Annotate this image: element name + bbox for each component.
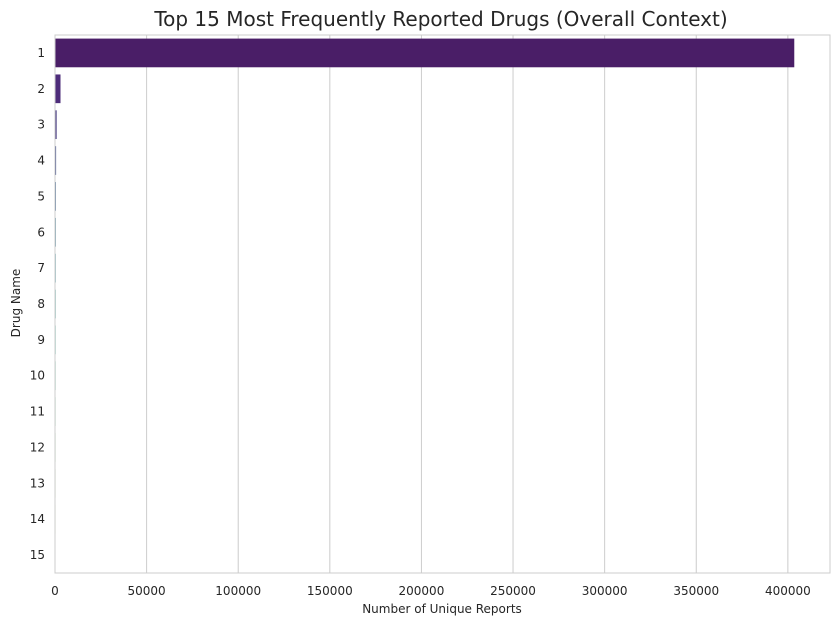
plot-frame <box>54 34 831 574</box>
x-tick-label: 200000 <box>399 584 445 598</box>
y-tick-label: 13 <box>30 476 45 490</box>
chart-title: Top 15 Most Frequently Reported Drugs (O… <box>153 7 727 31</box>
bar <box>55 38 795 68</box>
x-tick-label: 50000 <box>128 584 166 598</box>
y-tick-label: 2 <box>37 82 45 96</box>
x-tick-label: 250000 <box>490 584 536 598</box>
y-tick-label: 12 <box>30 440 45 454</box>
bar <box>55 146 57 175</box>
x-tick-label: 0 <box>51 584 59 598</box>
y-tick-label: 8 <box>37 297 45 311</box>
x-tick-label: 350000 <box>673 584 719 598</box>
x-tick-label: 400000 <box>765 584 811 598</box>
y-tick-label: 14 <box>30 512 45 526</box>
bars <box>55 38 795 570</box>
y-tick-label: 7 <box>37 261 45 275</box>
grid-lines <box>54 35 789 573</box>
y-tick-label: 10 <box>30 369 45 383</box>
x-tick-label: 100000 <box>215 584 261 598</box>
y-tick-label: 15 <box>30 548 45 562</box>
x-axis-label: Number of Unique Reports <box>362 602 522 616</box>
x-tick-label: 300000 <box>582 584 628 598</box>
y-tick-label: 3 <box>37 118 45 132</box>
x-tick-label: 150000 <box>307 584 353 598</box>
y-tick-label: 6 <box>37 225 45 239</box>
y-tick-label: 4 <box>37 154 45 168</box>
bar <box>55 110 57 140</box>
bar <box>55 74 61 104</box>
y-tick-label: 1 <box>37 46 45 60</box>
y-tick-label: 11 <box>30 405 45 419</box>
y-tick-label: 9 <box>37 333 45 347</box>
x-tick-labels: 0 50000 100000 150000 200000 250000 300000 3500… <box>51 584 811 598</box>
y-axis-label: Drug Name <box>9 269 23 338</box>
y-tick-label: 5 <box>37 189 45 203</box>
